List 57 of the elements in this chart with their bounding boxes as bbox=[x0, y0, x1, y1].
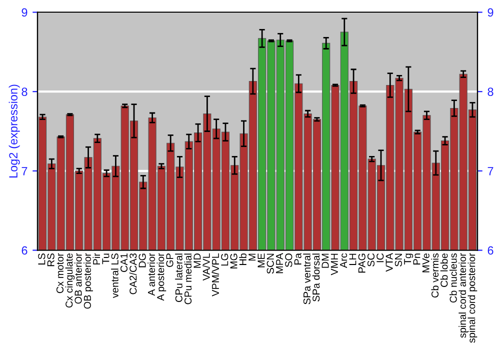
x-tick-label: spinal cord posterior bbox=[468, 253, 478, 343]
x-tick-label: Pn bbox=[413, 254, 420, 264]
x-tick-label: Cb nucleus bbox=[450, 253, 457, 303]
x-tick-label: SN bbox=[394, 254, 402, 266]
x-tick-label: OB anterior bbox=[74, 253, 82, 304]
x-tick-label: MVe bbox=[422, 253, 430, 272]
x-tick-label: A anterior bbox=[148, 253, 155, 296]
y-tick-label: 8 bbox=[22, 88, 28, 96]
x-tick-label: GP bbox=[166, 254, 174, 267]
x-tick-label: CPu medial bbox=[184, 254, 192, 304]
x-tick-label: Cx cingulate bbox=[65, 253, 75, 308]
x-tick-label: IC bbox=[376, 253, 384, 262]
x-tick-label: VMH bbox=[330, 254, 338, 276]
x-tick-label: Cb vermis bbox=[431, 253, 439, 298]
x-tick-label: SO bbox=[285, 254, 292, 268]
x-tick-label: SC bbox=[367, 253, 375, 266]
x-tick-label: Cb lobe bbox=[440, 253, 448, 287]
y-tick-label: 9 bbox=[22, 8, 28, 17]
x-tick-label: Hb bbox=[239, 253, 246, 265]
x-tick-label: SPa ventral bbox=[303, 254, 310, 304]
x-tick-label: MPA bbox=[276, 253, 283, 274]
x-tick-label: MD bbox=[194, 254, 201, 268]
x-tick-label: Tg bbox=[404, 254, 414, 264]
x-tick-label: SPa dorsal bbox=[312, 254, 320, 302]
x-tick-label: Arc bbox=[340, 253, 348, 268]
x-tick-label: LG bbox=[221, 254, 228, 266]
x-tick-label: ME bbox=[258, 253, 265, 268]
x-tick-label: SCN bbox=[266, 254, 274, 274]
x-tick-label: DG bbox=[138, 254, 146, 268]
x-tick-label: PAG bbox=[358, 254, 366, 273]
y2-tick-label: 7 bbox=[488, 167, 494, 176]
x-tick-label: CA1 bbox=[120, 254, 128, 272]
x-tick-label: OB posterior bbox=[84, 253, 93, 309]
x-tick-label: VTA bbox=[386, 253, 393, 272]
y2-tick-label: 9 bbox=[488, 8, 494, 17]
y2-tick-label: 6 bbox=[488, 246, 494, 255]
y-tick-label: 6 bbox=[22, 246, 28, 255]
x-tick-label: ventral LS bbox=[111, 253, 118, 298]
x-tick-label: M bbox=[248, 254, 256, 261]
x-tick-label: Cx motor bbox=[56, 253, 64, 294]
x-tick-label: MG bbox=[230, 254, 238, 268]
y-axis-title: Log2 (expression) bbox=[8, 84, 20, 178]
x-tick-label: spinal cord anterior bbox=[458, 253, 468, 338]
x-tick-label: VPM/VPL bbox=[212, 253, 220, 296]
x-tick-label: A posterior bbox=[156, 253, 166, 301]
x-tick-label: Tu bbox=[102, 254, 110, 264]
x-tick-label: Pa bbox=[294, 253, 302, 264]
x-tick-label: DM bbox=[322, 254, 329, 268]
x-tick-label: LH bbox=[349, 254, 356, 265]
x-tick-label: RS bbox=[47, 253, 54, 266]
y2-tick-label: 8 bbox=[488, 88, 494, 96]
x-tick-label: LS bbox=[38, 253, 46, 264]
x-tick-label: VA/VL bbox=[202, 253, 210, 281]
x-tick-label: CPu lateral bbox=[175, 254, 182, 302]
y-tick-label: 7 bbox=[22, 167, 28, 176]
x-tick-label: CA2/CA3 bbox=[129, 253, 137, 294]
x-tick-label: Pir bbox=[92, 253, 100, 264]
